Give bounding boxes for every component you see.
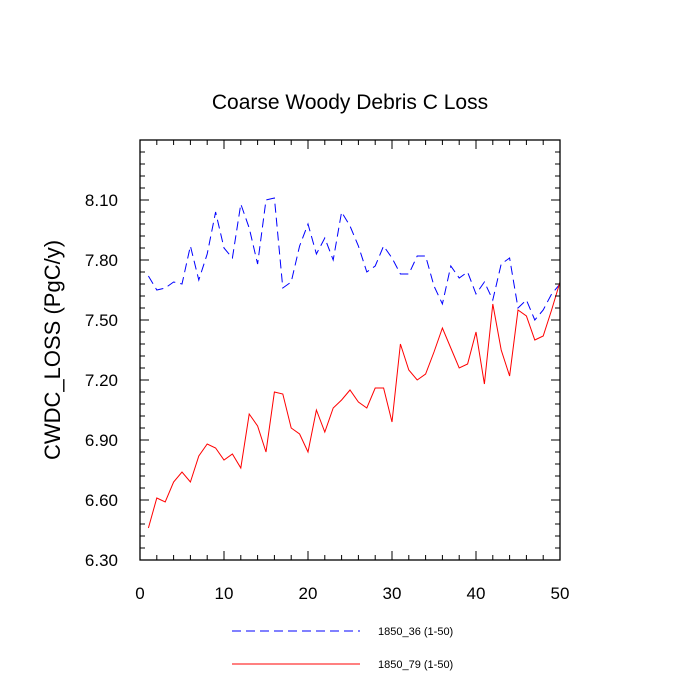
y-tick-label: 6.60 — [85, 491, 118, 510]
x-tick-label: 30 — [383, 584, 402, 603]
y-tick-label: 8.10 — [85, 191, 118, 210]
x-tick-label: 10 — [215, 584, 234, 603]
x-tick-label: 20 — [299, 584, 318, 603]
tick-labels: 0 10 20 30 40 50 6.30 6.60 6.90 7.20 7.50 7.80 8.10 — [85, 191, 570, 603]
x-tick-label: 0 — [135, 584, 144, 603]
y-axis-label: CWDC_LOSS (PgC/y) — [40, 240, 65, 460]
series-line-2 — [147, 281, 561, 529]
legend-label-2: 1850_79 (1-50) — [378, 659, 453, 671]
y-tick-label: 6.90 — [85, 431, 118, 450]
y-tick-label: 7.80 — [85, 251, 118, 270]
legend: 1850_36 (1-50) 1850_79 (1-50) — [232, 626, 453, 671]
y-tick-label: 7.20 — [85, 371, 118, 390]
y-tick-label: 7.50 — [85, 311, 118, 330]
legend-label-1: 1850_36 (1-50) — [378, 626, 453, 638]
series-lines — [147, 197, 561, 529]
series-line-1 — [147, 197, 561, 321]
chart-title: Coarse Woody Debris C Loss — [212, 91, 488, 114]
plot-frame — [139, 139, 561, 561]
axis-ticks — [139, 140, 561, 561]
y-tick-label: 6.30 — [85, 551, 118, 570]
x-tick-label: 50 — [551, 584, 570, 603]
x-tick-label: 40 — [467, 584, 486, 603]
